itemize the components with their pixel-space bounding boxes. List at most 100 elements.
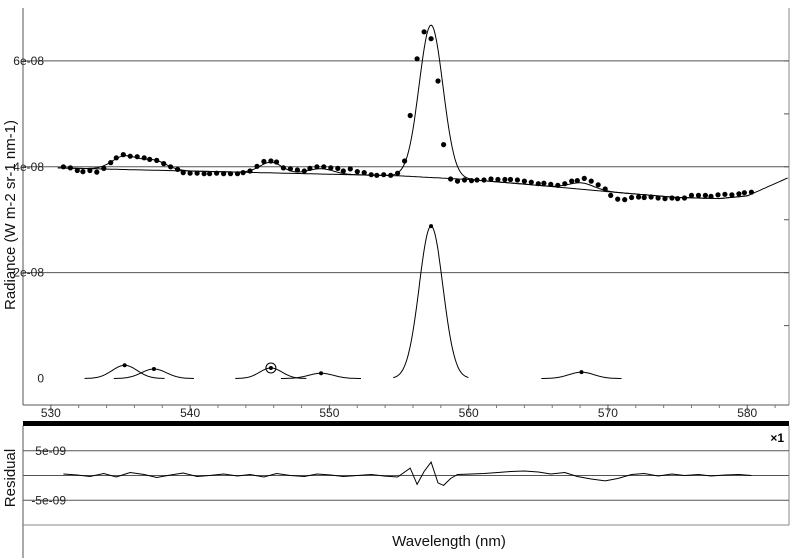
main-y-tick-label: 6e-08 (13, 54, 44, 68)
observed-point (507, 176, 514, 183)
main-y-tick-label: 4e-08 (13, 160, 44, 174)
observed-point (602, 186, 608, 192)
observed-point (108, 160, 114, 166)
x-tick-label: 540 (180, 406, 200, 420)
observed-point (669, 195, 675, 201)
observed-point (321, 164, 327, 170)
baseline-curve (57, 167, 788, 199)
observed-point (374, 172, 380, 178)
x-tick-label: 550 (319, 406, 339, 420)
total-fit-curve (57, 24, 751, 200)
observed-point (675, 196, 681, 202)
observed-point (60, 164, 66, 170)
peak-components (84, 224, 622, 379)
observed-point (227, 171, 234, 177)
observed-point (194, 170, 200, 176)
observed-point (528, 179, 534, 185)
observed-point (474, 177, 480, 183)
observed-point (234, 171, 241, 177)
observed-point (435, 78, 441, 84)
observed-point (247, 168, 253, 174)
observed-point (488, 176, 494, 182)
observed-point (428, 36, 434, 42)
residual-y-axis-title: Residual (2, 449, 19, 507)
observed-point (120, 152, 126, 158)
peak-center-marker (429, 224, 434, 229)
residual-gridlines (23, 450, 789, 501)
peak-center-marker (151, 367, 156, 372)
observed-point (514, 177, 521, 183)
peak-center-marker (268, 365, 273, 370)
observed-point (608, 192, 614, 198)
observed-point (207, 171, 213, 177)
observed-point (294, 167, 300, 173)
observed-point (622, 197, 628, 203)
observed-point (214, 170, 220, 176)
observed-point (273, 159, 280, 165)
x-tick-label: 530 (41, 406, 61, 420)
peak-center-marker (122, 363, 127, 368)
main-plot: 0 2e-08 4e-08 6e-08 Radiance (W m-2 sr-1 nm… (2, 8, 790, 405)
observed-point (368, 172, 374, 178)
observed-point (555, 182, 561, 188)
residual-y-tick-labels: 5e-09 -5e-09 (31, 444, 66, 508)
observed-point (354, 169, 360, 175)
observed-point (581, 175, 587, 181)
observed-point (535, 181, 541, 187)
observed-point (741, 190, 748, 196)
observed-point (240, 170, 246, 176)
residual-line (63, 461, 752, 486)
observed-point (301, 168, 307, 174)
observed-point (254, 163, 260, 169)
baseline-fit (57, 167, 788, 199)
observed-point (287, 166, 293, 172)
x-tick-labels: 530 540 550 560 570 580 (41, 405, 776, 420)
observed-point (495, 176, 501, 183)
observed-point (636, 194, 642, 200)
x-tick-label: 560 (459, 406, 479, 420)
main-gridlines (23, 60, 789, 327)
observed-point (407, 112, 413, 119)
observed-point (548, 181, 554, 187)
total-fit (57, 24, 751, 200)
observed-point (569, 178, 575, 184)
observed-point (261, 158, 267, 165)
observed-point (595, 182, 601, 188)
observed-point (328, 165, 334, 171)
observed-point (722, 191, 728, 197)
observed-point (87, 167, 93, 174)
observed-point (448, 176, 454, 182)
observed-point (221, 171, 227, 177)
observed-point (67, 165, 73, 171)
residual-multiplier: ×1 (770, 431, 784, 445)
x-tick-label: 580 (737, 406, 757, 420)
observed-point (147, 156, 153, 162)
observed-point (395, 170, 401, 176)
observed-point (94, 169, 100, 175)
observed-point (421, 29, 427, 35)
observed-point (268, 158, 274, 164)
y-axis-title: Radiance (W m-2 sr-1 nm-1) (2, 120, 19, 310)
observed-point (695, 192, 702, 198)
observed-point (141, 155, 147, 161)
observed-point (335, 165, 341, 171)
observed-point (481, 177, 487, 183)
observed-point (187, 170, 193, 176)
observed-point (134, 154, 140, 160)
selected-peak-marker[interactable] (265, 362, 277, 374)
observed-point (748, 189, 755, 195)
observed-point (736, 191, 742, 197)
peak-component-curve (393, 225, 469, 379)
main-y-tick-label: 2e-08 (13, 266, 44, 280)
observed-point (388, 172, 394, 178)
residual-plot: 5e-09 -5e-09 ×1 Residual Wavelength (nm) (2, 426, 790, 558)
observed-point (154, 157, 160, 163)
observed-point (381, 172, 387, 178)
observed-point (201, 171, 207, 177)
observed-point (101, 165, 107, 171)
observed-point (715, 192, 721, 198)
observed-point (461, 177, 468, 183)
observed-point (574, 178, 580, 184)
observed-point (414, 56, 420, 62)
